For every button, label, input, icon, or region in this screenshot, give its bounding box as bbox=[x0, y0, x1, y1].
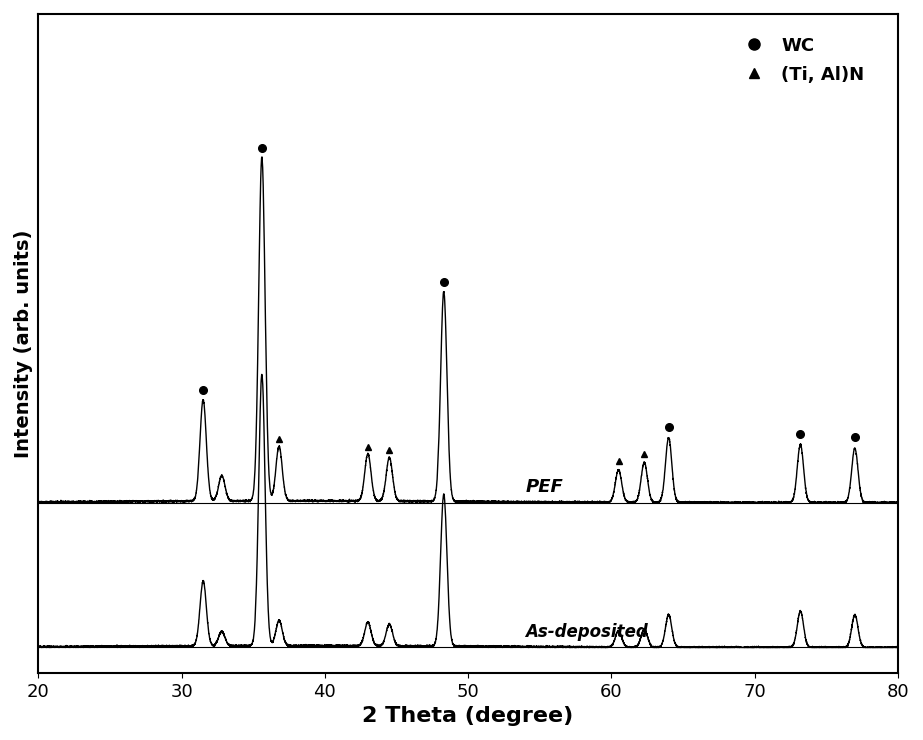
Legend: WC, (Ti, Al)N: WC, (Ti, Al)N bbox=[729, 30, 871, 91]
X-axis label: 2 Theta (degree): 2 Theta (degree) bbox=[363, 706, 574, 726]
Text: PEF: PEF bbox=[525, 478, 563, 496]
Y-axis label: Intensity (arb. units): Intensity (arb. units) bbox=[14, 229, 33, 457]
Text: As-deposited: As-deposited bbox=[525, 622, 648, 641]
